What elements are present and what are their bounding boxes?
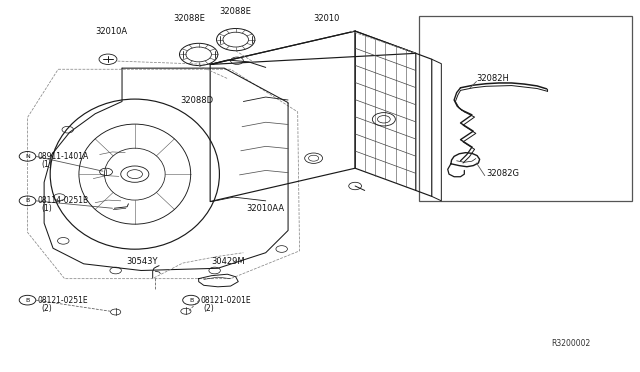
Text: 08911-1401A: 08911-1401A [38,152,89,161]
Bar [419,16,632,201]
Text: 32010: 32010 [314,14,340,23]
Text: 32088E: 32088E [173,14,205,23]
Text: B: B [189,298,193,303]
Text: 08121-0251E: 08121-0251E [37,296,88,305]
Text: 08121-0201E: 08121-0201E [200,296,252,305]
Text: 32082G: 32082G [486,169,519,177]
Text: 32010AA: 32010AA [246,204,285,213]
Text: 30543Y: 30543Y [126,257,157,266]
Text: 32088E: 32088E [219,7,251,16]
Text: (1): (1) [41,160,52,169]
Text: 32082H: 32082H [476,74,509,83]
Text: (2): (2) [41,304,52,313]
Text: 32088D: 32088D [180,96,214,105]
Text: B: B [26,198,29,203]
Text: (1): (1) [41,205,52,214]
Text: 08114-0251B: 08114-0251B [38,196,89,205]
Text: B: B [26,298,29,303]
Text: N: N [25,154,30,159]
Text: 30429M: 30429M [211,257,245,266]
Text: R3200002: R3200002 [551,339,591,348]
Text: (2): (2) [204,304,214,313]
Text: 32010A: 32010A [95,26,127,36]
